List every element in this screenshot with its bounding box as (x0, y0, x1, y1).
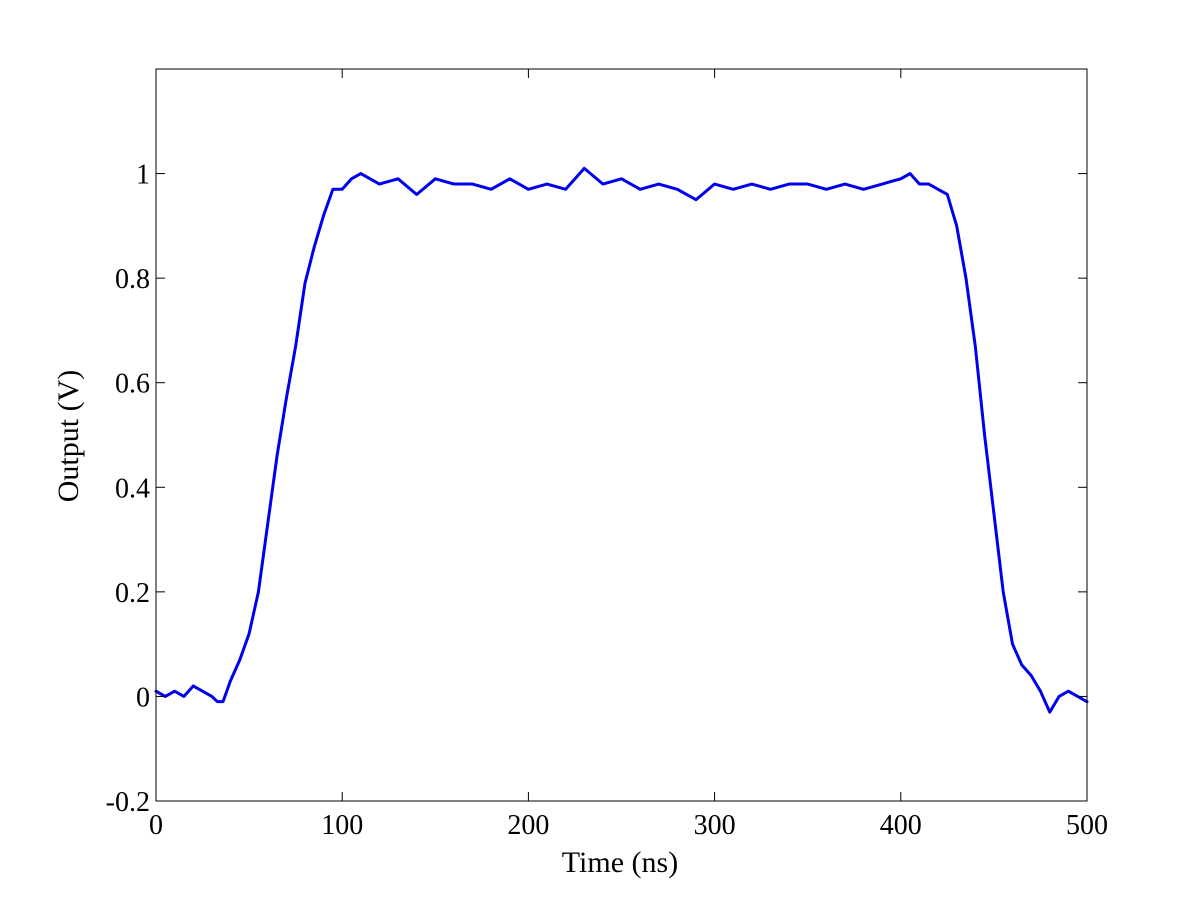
x-tick-label: 400 (880, 810, 922, 841)
y-tick-label: 0.2 (115, 578, 150, 609)
plot-area (156, 69, 1087, 801)
y-tick-label: -0.2 (106, 787, 150, 818)
y-tick-label: 0.4 (115, 473, 150, 504)
y-tick-label: 0 (136, 682, 150, 713)
x-axis-label: Time (ns) (562, 846, 678, 879)
series-line-0 (154, 166, 1089, 714)
x-tick-label: 100 (321, 810, 363, 841)
y-tick-label: 1 (136, 160, 150, 191)
axes-frame (155, 68, 1088, 802)
x-tick-label: 200 (507, 810, 549, 841)
y-tick-label: 0.6 (115, 369, 150, 400)
y-tick-label: 0.8 (115, 264, 150, 295)
x-tick-label: 500 (1066, 810, 1108, 841)
x-tick-label: 0 (149, 810, 163, 841)
y-axis-label: Output (V) (52, 370, 85, 502)
x-tick-label: 300 (694, 810, 736, 841)
